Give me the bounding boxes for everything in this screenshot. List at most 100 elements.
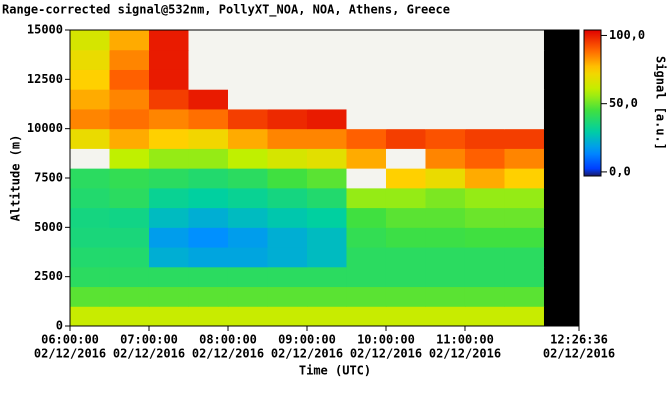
heat-cell — [188, 187, 229, 209]
heat-cell — [70, 69, 110, 90]
heat-cell — [306, 227, 347, 248]
heat-cell — [306, 286, 347, 307]
heat-cell — [306, 108, 347, 130]
heat-cell — [227, 128, 268, 149]
y-tick-label: 10000 — [27, 121, 63, 135]
heat-cell — [306, 30, 347, 51]
heat-cell — [346, 207, 387, 228]
heat-cell — [227, 207, 268, 228]
heat-cell — [543, 69, 579, 90]
heat-cell — [425, 227, 466, 248]
heat-cell — [543, 187, 579, 209]
heat-cell — [543, 89, 579, 110]
heat-cell — [464, 266, 505, 288]
y-tick-label: 5000 — [34, 220, 63, 234]
heat-cell — [227, 266, 268, 288]
heat-cell — [109, 207, 150, 228]
heat-cell — [346, 168, 387, 189]
heat-cell — [227, 148, 268, 169]
heat-cell — [148, 108, 189, 130]
heat-cell — [70, 148, 110, 169]
x-tick-sublabel: 02/12/2016 — [543, 347, 615, 361]
x-tick-label: 12:26:36 — [550, 333, 608, 347]
heat-cell — [425, 306, 466, 326]
heat-cell — [543, 286, 579, 307]
heat-cell — [227, 306, 268, 326]
heat-cell — [306, 69, 347, 90]
heat-cell — [148, 306, 189, 326]
heat-cell — [188, 108, 229, 130]
heat-cell — [385, 207, 426, 228]
heat-cell — [543, 207, 579, 228]
heat-cell — [148, 227, 189, 248]
heat-cell — [148, 187, 189, 209]
heat-cell — [70, 306, 110, 326]
heat-cell — [109, 286, 150, 307]
heat-cell — [504, 286, 545, 307]
heat-cell — [346, 148, 387, 169]
heat-cell — [425, 187, 466, 209]
heat-cell — [109, 266, 150, 288]
heat-cell — [464, 89, 505, 110]
colorbar-tick-label: 0,0 — [609, 164, 631, 178]
heat-cell — [385, 247, 426, 268]
heat-cell — [70, 266, 110, 288]
heat-cell — [70, 247, 110, 268]
heat-cell — [306, 306, 347, 326]
heat-cell — [70, 49, 110, 70]
y-tick-label: 12500 — [27, 72, 63, 86]
heat-cell — [385, 148, 426, 169]
heat-cell — [425, 286, 466, 307]
heat-cell — [385, 89, 426, 110]
heat-cell — [385, 168, 426, 189]
heat-cell — [543, 306, 579, 326]
heat-cell — [425, 207, 466, 228]
heat-cell — [70, 286, 110, 307]
heat-cell — [425, 148, 466, 169]
heat-cell — [109, 187, 150, 209]
heat-cell — [504, 89, 545, 110]
colorbar-tick-label: 50,0 — [609, 96, 638, 110]
heat-cell — [425, 89, 466, 110]
heat-cell — [70, 30, 110, 51]
heat-cell — [464, 187, 505, 209]
heat-cell — [464, 207, 505, 228]
heat-cell — [346, 49, 387, 70]
heat-cell — [385, 108, 426, 130]
heat-cell — [346, 227, 387, 248]
heat-cell — [504, 306, 545, 326]
heat-cell — [109, 49, 150, 70]
x-tick-sublabel: 02/12/2016 — [34, 347, 106, 361]
heat-cell — [346, 128, 387, 149]
heat-cell — [306, 187, 347, 209]
heat-cell — [464, 128, 505, 149]
heat-cell — [425, 49, 466, 70]
heat-cell — [188, 30, 229, 51]
heat-cell — [267, 30, 308, 51]
heat-cell — [70, 89, 110, 110]
heat-cell — [346, 187, 387, 209]
heat-cell — [346, 30, 387, 51]
y-axis-label: Altitude (m) — [9, 135, 23, 222]
heat-cell — [267, 247, 308, 268]
heat-cell — [267, 49, 308, 70]
heat-cell — [385, 128, 426, 149]
x-tick-label: 11:00:00 — [436, 333, 494, 347]
heat-cell — [148, 30, 189, 51]
heat-cell — [188, 266, 229, 288]
colorbar-tick-label: 100,0 — [609, 28, 645, 42]
heat-cell — [267, 227, 308, 248]
x-tick-label: 07:00:00 — [120, 333, 178, 347]
y-tick-label: 15000 — [27, 23, 63, 37]
heat-cell — [306, 207, 347, 228]
heat-cell — [109, 306, 150, 326]
y-tick-label: 7500 — [34, 171, 63, 185]
heat-cell — [70, 227, 110, 248]
heat-cell — [543, 128, 579, 149]
heat-cell — [188, 207, 229, 228]
heat-cell — [227, 187, 268, 209]
heat-cell — [346, 306, 387, 326]
heat-cell — [267, 69, 308, 90]
heat-cell — [425, 128, 466, 149]
heat-cell — [227, 108, 268, 130]
